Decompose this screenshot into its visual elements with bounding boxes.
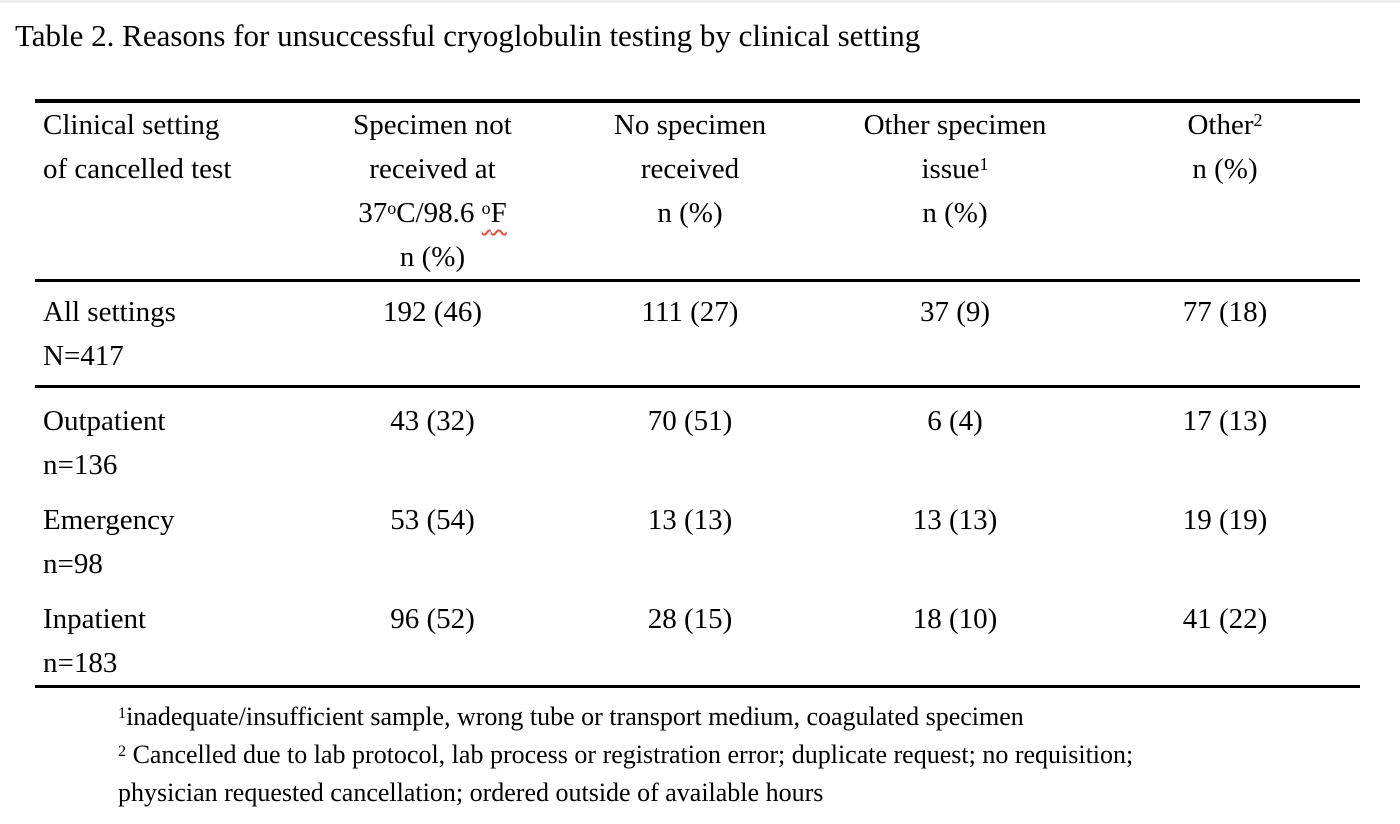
table-row-outpatient: Outpatient n=136 43 (32) 70 (51) 6 (4) 1… <box>35 387 1360 488</box>
row-n: n=136 <box>43 449 118 481</box>
header-line-temperature: 37oC/98.6 oF <box>305 191 560 235</box>
table-cell: 18 (10) <box>912 603 998 635</box>
row-label-cell: Inpatient n=183 <box>35 586 305 687</box>
header-line: Other specimen <box>863 109 1047 141</box>
footnote-marker-1: 1 <box>979 153 989 174</box>
footnote-1: 1inadequate/insufficient sample, wrong t… <box>118 698 1400 736</box>
table-cell: 53 (54) <box>390 504 475 536</box>
table-cell: 70 (51) <box>647 405 733 437</box>
column-header-other-specimen-issue: Other specimen issue1 n (%) <box>820 101 1090 281</box>
column-header-specimen-not-received: Specimen not received at 37oC/98.6 oF n … <box>305 101 560 281</box>
row-label-cell: Emergency n=98 <box>35 487 305 586</box>
header-line: n (%) <box>399 241 466 273</box>
temp-value: 37 <box>358 197 388 229</box>
header-line: n (%) <box>922 197 988 229</box>
header-line: Clinical setting <box>43 109 220 141</box>
header-line: issue1 <box>820 147 1090 191</box>
header-line: received at <box>369 153 496 185</box>
table-cell: 6 (4) <box>927 405 983 437</box>
footnote-2-marker: 2 <box>118 742 127 760</box>
temp-unit: F <box>490 197 507 229</box>
table-caption: Table 2. Reasons for unsuccessful cryogl… <box>15 18 921 53</box>
row-label-cell: All settings N=417 <box>35 281 305 387</box>
row-n: n=98 <box>43 548 103 580</box>
column-header-no-specimen: No specimen received n (%) <box>560 101 820 281</box>
header-line: n (%) <box>1192 153 1258 185</box>
header-line: n (%) <box>657 197 723 229</box>
header-row: Clinical setting of cancelled test Speci… <box>35 101 1360 281</box>
degree-superscript: o <box>387 197 397 218</box>
table-cell: 28 (15) <box>647 603 733 635</box>
row-n: n=183 <box>43 647 118 679</box>
footnote-2-text: Cancelled due to lab protocol, lab proce… <box>126 740 1134 769</box>
footnote-marker-2: 2 <box>1253 109 1263 130</box>
column-header-clinical-setting: Clinical setting of cancelled test <box>35 101 305 281</box>
table-cell: 13 (13) <box>647 504 733 536</box>
table-cell: 37 (9) <box>919 296 991 328</box>
degree-superscript: o <box>481 197 491 218</box>
header-text: issue <box>921 153 980 185</box>
spellcheck-underline: oF <box>482 197 507 229</box>
header-line: No specimen <box>613 109 767 141</box>
table-cell: 41 (22) <box>1182 603 1268 635</box>
header-line: Other2 <box>1090 103 1360 147</box>
footnote-1-marker: 1 <box>118 704 127 722</box>
page-top-edge <box>0 0 1400 3</box>
table-footnotes: 1inadequate/insufficient sample, wrong t… <box>118 698 1400 812</box>
row-setting: All settings <box>43 296 176 328</box>
footnote-1-text: inadequate/insufficient sample, wrong tu… <box>126 702 1024 731</box>
temp-value: C/98.6 <box>396 197 482 229</box>
footnote-2-continued: physician requested cancellation; ordere… <box>118 778 824 807</box>
table-cell: 96 (52) <box>390 603 475 635</box>
table-cell: 192 (46) <box>382 296 483 328</box>
table-cell: 111 (27) <box>641 296 739 328</box>
header-line: of cancelled test <box>43 153 232 185</box>
column-header-other: Other2 n (%) <box>1090 101 1360 281</box>
row-setting: Emergency <box>43 504 175 536</box>
row-n: N=417 <box>43 340 124 372</box>
table-cell: 77 (18) <box>1182 296 1268 328</box>
table-cell: 13 (13) <box>912 504 998 536</box>
footnote-2: 2 Cancelled due to lab protocol, lab pro… <box>118 736 1400 774</box>
row-setting: Inpatient <box>43 603 147 635</box>
header-line: received <box>640 153 740 185</box>
table-cell: 43 (32) <box>390 405 475 437</box>
table-cell: 19 (19) <box>1182 504 1268 536</box>
table-row-all-settings: All settings N=417 192 (46) 111 (27) 37 … <box>35 281 1360 387</box>
header-line: Specimen not <box>353 109 512 141</box>
table-row-inpatient: Inpatient n=183 96 (52) 28 (15) 18 (10) … <box>35 586 1360 687</box>
row-setting: Outpatient <box>43 405 166 437</box>
reasons-table: Clinical setting of cancelled test Speci… <box>35 99 1360 688</box>
header-text: Other <box>1187 109 1254 141</box>
table-cell: 17 (13) <box>1182 405 1268 437</box>
table-row-emergency: Emergency n=98 53 (54) 13 (13) 13 (13) 1… <box>35 487 1360 586</box>
row-label-cell: Outpatient n=136 <box>35 387 305 488</box>
